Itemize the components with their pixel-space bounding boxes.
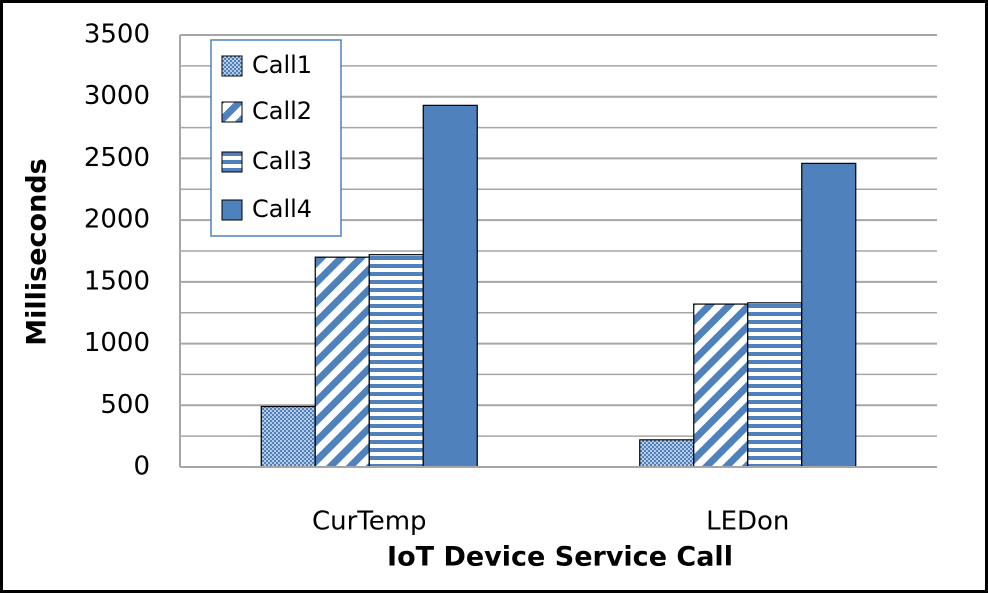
y-tick-label: 500	[100, 390, 150, 420]
legend-label: Call2	[252, 97, 312, 125]
legend-swatch	[221, 199, 243, 221]
x-axis-title: IoT Device Service Call	[387, 542, 733, 573]
y-tick-label: 1000	[84, 328, 150, 358]
legend-label: Call4	[252, 195, 312, 223]
legend-label: Call3	[252, 147, 312, 175]
y-tick-label: 3000	[84, 81, 150, 111]
y-axis-title: Milliseconds	[22, 158, 53, 345]
bar	[747, 302, 803, 468]
y-tick-label: 0	[133, 452, 150, 482]
y-tick-label: 2000	[84, 205, 150, 235]
bars	[260, 104, 857, 468]
bar	[693, 303, 749, 468]
bar	[368, 254, 424, 468]
bar	[639, 439, 695, 468]
x-tick-label: LEDon	[706, 507, 789, 537]
bar	[422, 104, 478, 468]
legend-swatch	[221, 55, 243, 77]
bar	[801, 162, 857, 468]
legend-label: Call1	[252, 51, 312, 79]
legend-swatch	[221, 101, 243, 123]
x-tick-label: CurTemp	[312, 507, 427, 537]
y-tick-label: 1500	[84, 266, 150, 296]
legend-swatch	[221, 151, 243, 173]
y-tick-label: 2500	[84, 143, 150, 173]
bar	[314, 256, 370, 468]
y-tick-label: 3500	[84, 20, 150, 50]
bar	[260, 405, 316, 468]
